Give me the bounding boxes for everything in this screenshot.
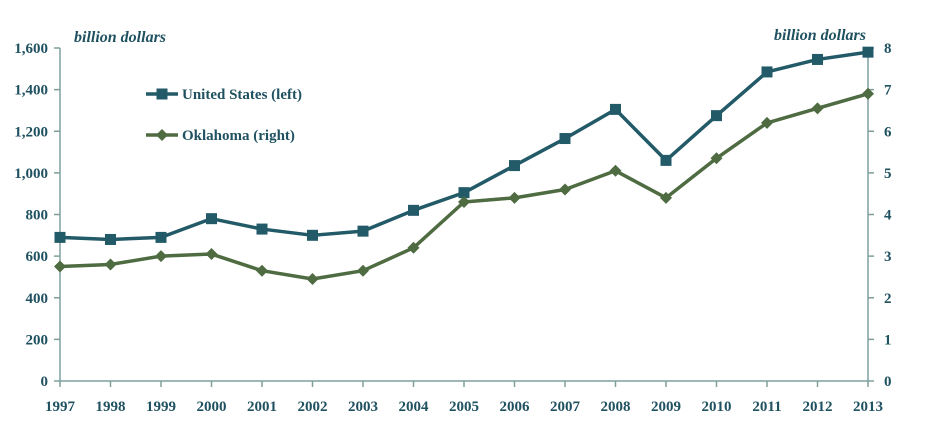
x-tick-label: 2007: [550, 399, 581, 415]
x-tick-label: 2001: [247, 399, 277, 415]
data-point-united-states: [155, 231, 167, 243]
data-point-oklahoma: [862, 87, 874, 100]
data-point-oklahoma: [205, 248, 218, 261]
left-y-tick-labels: 0 200 400 600 800 1,000 1,200 1,400 1,600: [14, 41, 60, 390]
data-point-united-states: [54, 231, 66, 243]
data-point-oklahoma: [458, 196, 470, 209]
right-y-tick-label: 8: [884, 41, 892, 57]
right-y-axis-unit-label: billion dollars: [774, 27, 866, 44]
right-y-tick-label: 5: [884, 166, 892, 182]
data-point-united-states: [610, 103, 621, 115]
x-tick-label: 2008: [601, 399, 631, 415]
data-point-united-states: [711, 110, 722, 122]
x-tick-label: 2012: [803, 399, 833, 415]
left-y-tick-label: 200: [26, 332, 49, 348]
right-y-tick-label: 3: [884, 249, 892, 265]
right-y-tick-label: 0: [884, 374, 892, 390]
x-tick-label: 2002: [298, 399, 328, 415]
data-point-united-states: [256, 223, 268, 235]
right-y-tick-label: 6: [884, 124, 892, 140]
x-tick-label: 2013: [853, 399, 883, 415]
data-point-united-states: [408, 204, 419, 216]
legend-item-oklahoma: Oklahoma (right): [146, 128, 295, 144]
data-point-united-states: [812, 53, 823, 65]
data-point-united-states: [660, 154, 672, 166]
x-tick-label: 2011: [752, 399, 781, 415]
data-point-oklahoma: [256, 264, 268, 277]
left-y-tick-label: 400: [26, 291, 49, 307]
x-tick-label: 1997: [45, 399, 76, 415]
left-y-tick-label: 1,400: [14, 83, 48, 99]
left-y-tick-label: 600: [26, 249, 49, 265]
x-tick-label: 2009: [651, 399, 681, 415]
series-oklahoma: [54, 87, 874, 286]
x-tick-label: 2005: [449, 399, 479, 415]
x-tick-label: 2003: [348, 399, 378, 415]
x-tick-label: 2004: [399, 399, 430, 415]
data-point-united-states: [761, 66, 773, 78]
series-united-states: [54, 46, 874, 245]
left-y-tick-label: 1,200: [14, 124, 48, 140]
x-tick-label: 2010: [702, 399, 732, 415]
data-point-oklahoma: [559, 183, 571, 196]
left-y-tick-label: 1,000: [14, 166, 48, 182]
right-y-tick-label: 7: [884, 83, 892, 99]
data-point-united-states: [357, 225, 369, 237]
x-tick-label: 2006: [500, 399, 531, 415]
legend-label-united-states: United States (left): [182, 87, 302, 103]
data-point-united-states: [206, 213, 217, 225]
right-y-tick-label: 4: [884, 208, 892, 224]
data-point-oklahoma: [508, 191, 521, 204]
data-point-oklahoma: [811, 102, 824, 115]
data-point-oklahoma: [609, 164, 622, 177]
data-point-oklahoma: [357, 264, 369, 277]
series-line-united-states: [59, 50, 869, 242]
data-point-oklahoma: [104, 258, 117, 271]
data-point-oklahoma: [710, 152, 723, 165]
x-tick-labels: 1997 1998 1999 2000 2001 2002 2003 2004 2005 2006…: [45, 381, 883, 415]
data-point-oklahoma: [155, 250, 167, 263]
series-layer: [54, 46, 874, 286]
data-point-united-states: [307, 229, 318, 241]
legend: United States (left) Oklahoma (right): [146, 87, 302, 144]
left-y-tick-label: 1,600: [14, 41, 48, 57]
data-point-united-states: [105, 233, 116, 245]
legend-marker-diamond-icon: [156, 129, 168, 141]
right-y-tick-label: 1: [884, 332, 892, 348]
data-point-oklahoma: [407, 241, 420, 254]
left-y-tick-label: 0: [41, 374, 49, 390]
legend-marker-square-icon: [156, 88, 168, 100]
x-tick-label: 1998: [96, 399, 126, 415]
left-y-tick-label: 800: [26, 208, 49, 224]
data-point-oklahoma: [761, 116, 773, 129]
legend-item-united-states: United States (left): [146, 87, 302, 103]
left-y-axis-unit-label: billion dollars: [74, 29, 166, 46]
data-point-oklahoma: [660, 191, 672, 204]
data-point-united-states: [862, 46, 874, 58]
series-line-oklahoma: [59, 92, 869, 281]
x-tick-label: 2000: [197, 399, 227, 415]
data-point-oklahoma: [54, 260, 66, 273]
data-point-united-states: [509, 160, 520, 172]
data-point-oklahoma: [306, 273, 319, 286]
x-tick-label: 1999: [146, 399, 176, 415]
data-point-united-states: [458, 187, 470, 199]
legend-label-oklahoma: Oklahoma (right): [182, 128, 295, 144]
data-point-united-states: [559, 133, 571, 145]
right-y-tick-label: 2: [884, 291, 892, 307]
